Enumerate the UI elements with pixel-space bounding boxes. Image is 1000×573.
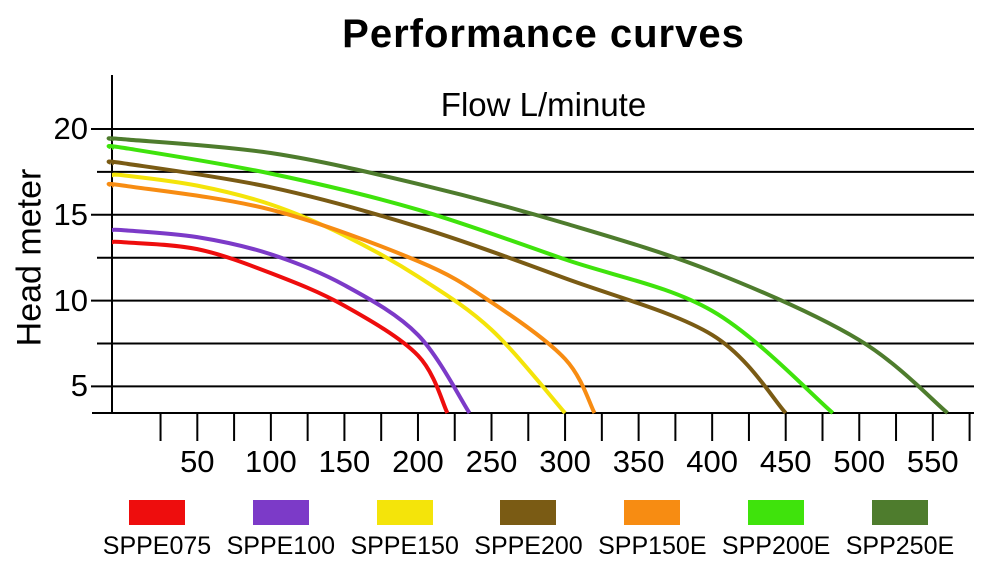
legend-item-spp150e: SPP150E <box>595 500 709 561</box>
x-tick-label: 350 <box>612 444 665 479</box>
x-tick-label: 100 <box>244 444 297 479</box>
legend-swatch-spp200e <box>748 500 805 525</box>
legend-label-sppe075: SPPE075 <box>102 532 212 560</box>
legend-item-sppe150: SPPE150 <box>348 500 462 561</box>
x-tick-label: 200 <box>392 444 444 479</box>
y-tick-label: 20 <box>53 111 88 146</box>
legend-item-sppe200: SPPE200 <box>471 500 585 561</box>
x-tick-label: 300 <box>539 444 591 479</box>
curve-spp250e <box>106 136 949 415</box>
x-tick-label: 400 <box>686 444 739 479</box>
y-tick-label: 10 <box>53 282 88 318</box>
legend-label-sppe200: SPPE200 <box>474 532 583 560</box>
legend-swatch-sppe075 <box>129 500 185 525</box>
legend-label-sppe150: SPPE150 <box>350 532 459 560</box>
legend: SPPE075 SPPE100 SPPE150 SPPE200 SPP150E … <box>100 500 957 561</box>
legend-label-spp200e: SPP200E <box>721 532 831 560</box>
legend-swatch-spp250e <box>871 500 928 525</box>
legend-item-spp200e: SPP200E <box>719 500 833 561</box>
x-tick-label: 450 <box>759 444 812 479</box>
chart-title: Performance curves <box>342 12 745 56</box>
y-tick-label: 5 <box>70 368 88 404</box>
legend-label-sppe100: SPPE100 <box>226 532 336 560</box>
legend-swatch-sppe200 <box>500 500 557 525</box>
x-tick-label: 250 <box>465 444 518 479</box>
curve-sppe150 <box>111 172 567 415</box>
curve-sppe075 <box>111 239 450 414</box>
x-tick-label: 550 <box>906 444 959 479</box>
x-tick-label: 500 <box>833 444 886 479</box>
x-tick-label: 50 <box>180 444 215 479</box>
curve-spp150e <box>106 181 597 414</box>
curve-sppe200 <box>106 159 788 415</box>
legend-swatch-spp150e <box>624 500 681 525</box>
legend-swatch-sppe100 <box>252 500 309 525</box>
curve-spp200e <box>106 143 835 415</box>
x-axis-title: Flow L/minute <box>440 86 647 123</box>
legend-item-sppe100: SPPE100 <box>224 500 338 561</box>
y-tick-label: 15 <box>53 196 88 232</box>
legend-item-spp250e: SPP250E <box>843 500 957 561</box>
legend-label-spp150e: SPP150E <box>598 532 707 560</box>
legend-item-sppe075: SPPE075 <box>100 500 214 561</box>
legend-swatch-sppe150 <box>376 500 433 525</box>
x-tick-label: 150 <box>318 444 371 479</box>
curve-sppe100 <box>111 227 472 415</box>
legend-label-spp250e: SPP250E <box>845 532 955 560</box>
